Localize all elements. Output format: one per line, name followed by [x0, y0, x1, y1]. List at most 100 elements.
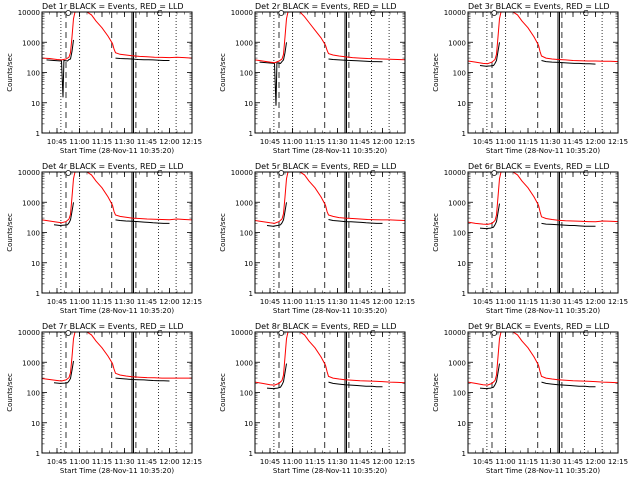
x-tick-label: 11:15	[305, 458, 325, 466]
x-tick-label: 11:00	[282, 138, 302, 146]
y-tick-label: 1	[462, 450, 466, 458]
x-tick-label: 11:45	[350, 458, 370, 466]
x-tick-label: 11:15	[305, 298, 325, 306]
y-tick-label: 10000	[231, 329, 253, 337]
x-tick-label: 12:15	[608, 138, 628, 146]
plot-area	[255, 12, 405, 133]
y-tick-label: 10	[31, 420, 40, 428]
x-tick-label: 12:00	[159, 298, 179, 306]
lld-series-line	[468, 332, 618, 386]
y-tick-label: 100	[453, 390, 466, 398]
x-tick-label: 11:00	[69, 138, 89, 146]
y-tick-label: 1000	[22, 39, 40, 47]
events-series-line	[115, 219, 170, 224]
x-tick-label: 10:45	[260, 298, 280, 306]
x-tick-label: 11:30	[114, 138, 134, 146]
y-tick-label: 10000	[231, 169, 253, 177]
x-tick-label: 11:15	[518, 138, 538, 146]
chart-title: Det 5r BLACK = Events, RED = LLD	[255, 162, 397, 171]
events-series-line	[328, 219, 383, 224]
events-series-line	[541, 381, 596, 388]
top-marker-char: C	[157, 169, 163, 178]
top-marker-char: C	[583, 329, 589, 338]
y-axis-label: Counts/sec	[432, 373, 440, 412]
x-tick-label: 12:00	[585, 298, 605, 306]
x-tick-label: 11:30	[327, 458, 347, 466]
plot-area	[468, 172, 618, 293]
y-tick-label: 1000	[448, 359, 466, 367]
x-axis-label: Start Time (28-Nov-11 10:35:20)	[486, 307, 600, 315]
events-series-line	[53, 360, 74, 384]
chart-panel-6: 1 10 100 1000 10000 10:45 11:00 11:15 11:30 11:45…	[432, 162, 628, 315]
top-marker-char: C	[370, 329, 376, 338]
chart-panel-2: 1 10 100 1000 10000 10:45 11:00 11:15 11:30 11:45…	[219, 2, 415, 155]
x-tick-label: 12:15	[395, 298, 415, 306]
x-tick-label: 10:45	[473, 138, 493, 146]
x-tick-label: 11:30	[114, 298, 134, 306]
x-tick-label: 12:15	[182, 458, 202, 466]
lld-series-line	[255, 12, 405, 64]
x-tick-label: 11:30	[540, 298, 560, 306]
x-axis-label: Start Time (28-Nov-11 10:35:20)	[273, 147, 387, 155]
plot-area	[255, 172, 405, 293]
x-tick-label: 10:45	[473, 298, 493, 306]
x-tick-label: 11:15	[518, 298, 538, 306]
lld-series-line	[42, 332, 192, 382]
y-tick-label: 10	[457, 420, 466, 428]
x-tick-label: 11:15	[305, 138, 325, 146]
top-marker-circle	[491, 170, 498, 176]
plot-frame	[254, 331, 406, 454]
y-tick-label: 100	[453, 70, 466, 78]
y-tick-label: 100	[27, 390, 40, 398]
events-series-line	[479, 363, 500, 390]
y-tick-label: 1000	[235, 39, 253, 47]
events-series-line	[479, 203, 500, 230]
top-marker-char: C	[157, 329, 163, 338]
x-tick-label: 11:15	[92, 138, 112, 146]
chart-panel-4: 1 10 100 1000 10000 10:45 11:00 11:15 11:30 11:45…	[6, 162, 202, 315]
top-marker-circle	[65, 330, 72, 336]
y-tick-label: 100	[240, 230, 253, 238]
x-tick-label: 12:00	[372, 138, 392, 146]
x-tick-label: 11:45	[563, 298, 583, 306]
plot-area	[42, 332, 192, 453]
top-marker-char: C	[370, 169, 376, 178]
x-axis-label: Start Time (28-Nov-11 10:35:20)	[273, 307, 387, 315]
x-tick-label: 12:00	[372, 458, 392, 466]
y-tick-label: 1	[36, 290, 40, 298]
x-tick-label: 12:15	[395, 458, 415, 466]
y-tick-label: 100	[27, 70, 40, 78]
x-tick-label: 11:45	[350, 138, 370, 146]
top-marker-circle	[491, 10, 498, 16]
x-tick-label: 10:45	[47, 138, 67, 146]
y-tick-label: 100	[27, 230, 40, 238]
x-axis-label: Start Time (28-Nov-11 10:35:20)	[60, 467, 174, 475]
y-tick-label: 1000	[448, 199, 466, 207]
top-marker-char: C	[157, 9, 163, 18]
x-tick-label: 12:15	[608, 458, 628, 466]
plot-frame	[41, 331, 193, 454]
top-marker-circle	[278, 10, 285, 16]
events-series-line	[115, 57, 170, 61]
y-tick-label: 10	[244, 100, 253, 108]
x-tick-label: 11:00	[69, 298, 89, 306]
plot-area	[255, 332, 405, 453]
x-tick-label: 11:30	[540, 138, 560, 146]
y-axis-label: Counts/sec	[432, 213, 440, 252]
lld-series-line	[255, 332, 405, 386]
top-marker-circle	[491, 330, 498, 336]
x-axis-label: Start Time (28-Nov-11 10:35:20)	[60, 147, 174, 155]
events-series-line	[541, 222, 596, 227]
y-tick-label: 1	[36, 450, 40, 458]
x-tick-label: 11:00	[69, 458, 89, 466]
plot-frame	[254, 171, 406, 294]
y-tick-label: 1000	[235, 199, 253, 207]
x-tick-label: 11:00	[282, 458, 302, 466]
x-tick-label: 12:00	[372, 298, 392, 306]
chart-title: Det 1r BLACK = Events, RED = LLD	[42, 2, 184, 11]
y-tick-label: 10000	[18, 9, 40, 17]
y-tick-label: 10000	[18, 169, 40, 177]
lld-series-line	[42, 172, 192, 224]
x-tick-label: 11:00	[282, 298, 302, 306]
y-tick-label: 1000	[22, 199, 40, 207]
